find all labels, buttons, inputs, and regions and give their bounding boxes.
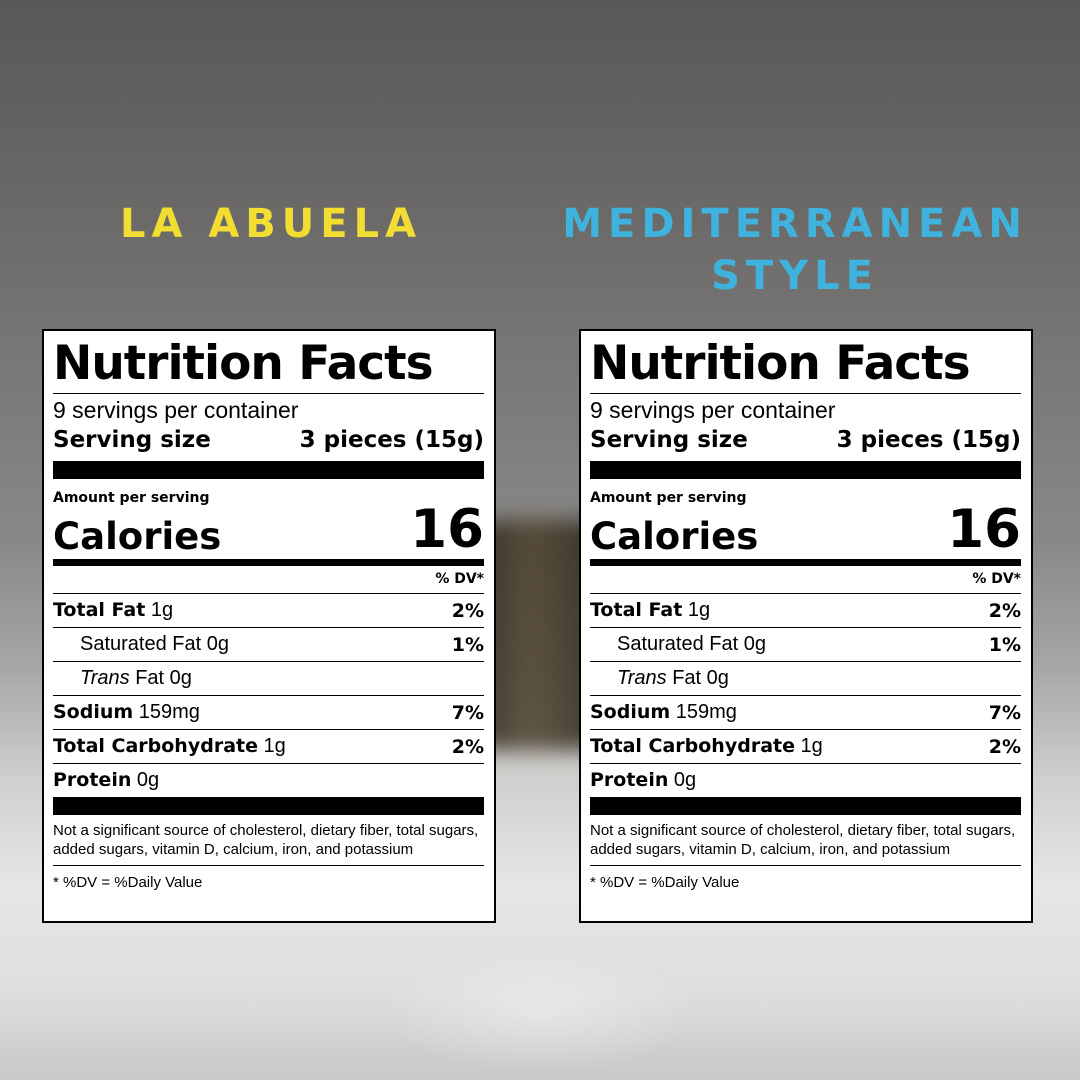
thick-divider (53, 797, 484, 815)
nutrient-dv: 1% (988, 633, 1021, 656)
nutrient-row-sodium: Sodium 159mg 7% (590, 696, 1021, 730)
nutrient-amount: 1g (263, 735, 286, 757)
nutrient-row-trans-fat: Trans Fat 0g (53, 662, 484, 696)
nutrient-amount: 0g (136, 769, 160, 791)
serving-size-value: 3 pieces (15g) (299, 427, 484, 453)
calories-label: Calories (590, 515, 759, 558)
label-title: Nutrition Facts (53, 336, 434, 391)
nutrient-dv: 2% (451, 735, 484, 758)
brand-title-right-line2: STYLE (711, 253, 879, 299)
serving-size-row: Serving size 3 pieces (15g) (53, 425, 484, 455)
daily-value-note: * %DV = %Daily Value (53, 874, 203, 891)
amount-per-serving: Amount per serving (590, 490, 747, 506)
nutrient-amount: 0g (706, 667, 729, 689)
amount-per-serving: Amount per serving (53, 490, 210, 506)
thick-divider (590, 461, 1021, 479)
nutrient-dv: 1% (451, 633, 484, 656)
calories-value: 16 (947, 499, 1021, 560)
thick-divider (590, 797, 1021, 815)
footnote: Not a significant source of cholesterol,… (53, 815, 484, 866)
dv-header: % DV* (53, 566, 484, 594)
nutrient-name: Fat (135, 667, 165, 689)
nutrient-name: Saturated Fat (80, 633, 202, 655)
nutrient-row-total-carbohydrate: Total Carbohydrate 1g 2% (590, 730, 1021, 764)
nutrient-amount: 1g (150, 599, 174, 621)
nutrient-amount: 159mg (675, 701, 737, 723)
daily-value-note: * %DV = %Daily Value (590, 874, 740, 891)
nutrient-dv: 2% (988, 599, 1021, 622)
brand-title-right-line1: MEDITERRANEAN (562, 201, 1028, 247)
nutrient-amount: 0g (206, 633, 229, 655)
nutrient-name: Fat (672, 667, 702, 689)
nutrient-row-total-carbohydrate: Total Carbohydrate 1g 2% (53, 730, 484, 764)
nutrient-name: Protein (590, 769, 669, 791)
nutrition-label-left: Nutrition Facts 9 servings per container… (42, 329, 496, 923)
nutrient-row-saturated-fat: Saturated Fat 0g 1% (53, 628, 484, 662)
nutrient-name: Sodium (590, 701, 671, 723)
serving-size-label: Serving size (590, 427, 748, 453)
nutrient-name: Total Fat (53, 599, 146, 621)
dv-header: % DV* (590, 566, 1021, 594)
nutrient-row-sodium: Sodium 159mg 7% (53, 696, 484, 730)
nutrient-name: Saturated Fat (617, 633, 739, 655)
nutrient-amount: 159mg (138, 701, 200, 723)
nutrient-amount: 0g (169, 667, 192, 689)
medium-divider (590, 559, 1021, 566)
nutrient-dv: 7% (988, 701, 1021, 724)
brand-title-la-abuela: LA ABUELA (42, 198, 500, 250)
nutrient-dv: 7% (451, 701, 484, 724)
serving-size-row: Serving size 3 pieces (15g) (590, 425, 1021, 455)
servings-per-container: 9 servings per container (590, 397, 836, 423)
nutrient-amount: 0g (743, 633, 766, 655)
nutrient-row-saturated-fat: Saturated Fat 0g 1% (590, 628, 1021, 662)
nutrition-label-right: Nutrition Facts 9 servings per container… (579, 329, 1033, 923)
nutrient-row-trans-fat: Trans Fat 0g (590, 662, 1021, 696)
medium-divider (53, 559, 484, 566)
nutrient-name: Sodium (53, 701, 134, 723)
calories-value: 16 (410, 499, 484, 560)
nutrient-name: Total Carbohydrate (53, 735, 258, 757)
serving-size-label: Serving size (53, 427, 211, 453)
nutrient-name-italic: Trans (80, 667, 130, 689)
nutrient-dv: 2% (988, 735, 1021, 758)
nutrient-row-protein: Protein 0g (590, 764, 1021, 797)
servings-per-container: 9 servings per container (53, 397, 299, 423)
serving-size-value: 3 pieces (15g) (836, 427, 1021, 453)
nutrient-amount: 1g (687, 599, 711, 621)
nutrient-amount: 0g (673, 769, 697, 791)
brand-title-mediterranean: MEDITERRANEAN STYLE (560, 198, 1030, 302)
nutrient-name-italic: Trans (617, 667, 667, 689)
divider (53, 393, 484, 394)
thick-divider (53, 461, 484, 479)
nutrient-name: Total Carbohydrate (590, 735, 795, 757)
label-title: Nutrition Facts (590, 336, 971, 391)
nutrient-row-total-fat: Total Fat 1g 2% (590, 594, 1021, 628)
nutrient-row-total-fat: Total Fat 1g 2% (53, 594, 484, 628)
nutrient-row-protein: Protein 0g (53, 764, 484, 797)
calories-label: Calories (53, 515, 222, 558)
footnote: Not a significant source of cholesterol,… (590, 815, 1021, 866)
divider (590, 393, 1021, 394)
calories-row: Calories 16 (53, 503, 484, 558)
nutrient-amount: 1g (800, 735, 823, 757)
nutrient-name: Total Fat (590, 599, 683, 621)
nutrient-name: Protein (53, 769, 132, 791)
brand-title-left: LA ABUELA (119, 201, 423, 247)
nutrient-dv: 2% (451, 599, 484, 622)
calories-row: Calories 16 (590, 503, 1021, 558)
